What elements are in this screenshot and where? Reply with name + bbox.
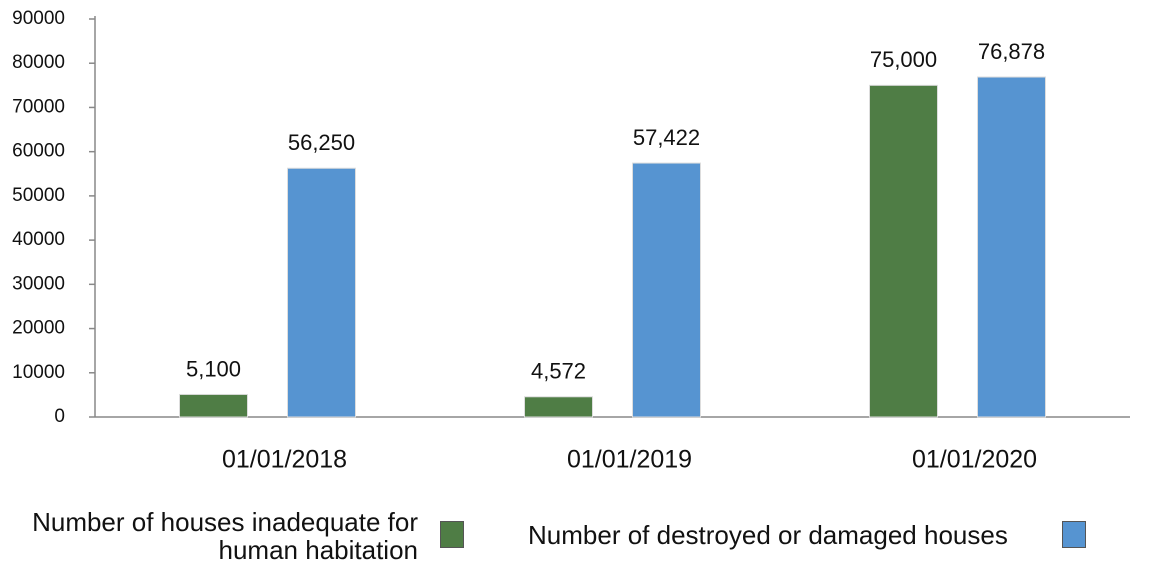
bar [632,162,701,418]
x-tick-label: 01/01/2019 [567,446,692,474]
value-label: 4,572 [531,359,586,384]
y-tick-label: 20000 [12,318,65,339]
bar [287,167,356,418]
y-tick-label: 30000 [12,273,65,294]
legend-label: Number of destroyed or damaged houses [528,520,1008,550]
y-tick-label: 70000 [12,96,65,117]
y-tick-label: 0 [54,406,65,427]
y-tick-label: 90000 [12,8,65,29]
y-tick-label: 40000 [12,229,65,250]
bar [869,84,938,418]
x-tick-label: 01/01/2018 [222,446,347,474]
value-label: 75,000 [870,47,937,72]
value-label: 56,250 [288,130,355,155]
value-label: 57,422 [633,125,700,150]
legend-label: Number of houses inadequate for human ha… [32,507,418,565]
bar [977,76,1046,418]
y-tick-label: 80000 [12,52,65,73]
value-label: 5,100 [186,356,241,381]
value-label: 76,878 [978,39,1045,64]
y-tick-label: 10000 [12,362,65,383]
bar [179,393,248,418]
x-tick-label: 01/01/2020 [912,446,1037,474]
bar [524,396,593,418]
y-tick-label: 60000 [12,141,65,162]
y-tick-label: 50000 [12,185,65,206]
legend-swatch [440,521,464,548]
legend-swatch [1062,521,1086,548]
